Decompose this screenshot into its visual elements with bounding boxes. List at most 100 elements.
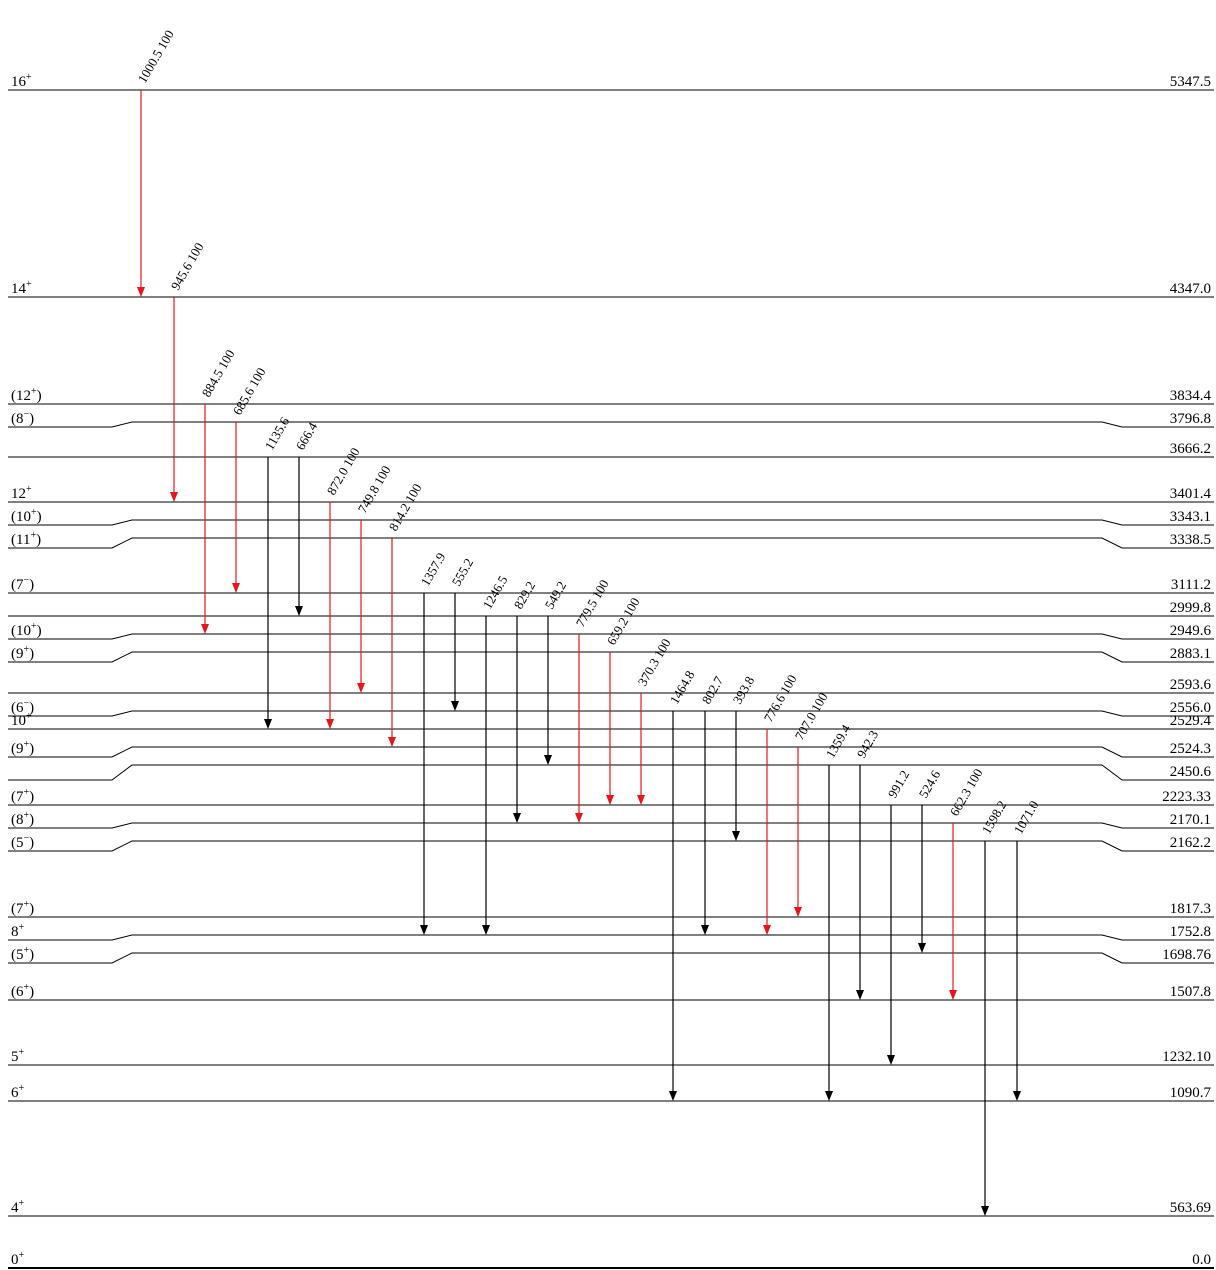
transition-685-6: 685.6 100 bbox=[230, 365, 269, 593]
transition-1135-6: 1135.6 bbox=[262, 414, 293, 729]
arrow-head bbox=[794, 907, 802, 917]
spin-parity-label: (10+) bbox=[11, 621, 42, 639]
arrow-head bbox=[232, 583, 240, 593]
energy-label: 2162.2 bbox=[1170, 835, 1211, 851]
gamma-energy-label: 776.6 100 bbox=[761, 672, 800, 725]
arrow-head bbox=[949, 990, 957, 1000]
energy-label: 2999.8 bbox=[1170, 600, 1211, 616]
energy-label: 3111.2 bbox=[1171, 577, 1211, 593]
spin-parity-label: 4+ bbox=[11, 1198, 25, 1216]
gamma-energy-label: 524.6 bbox=[916, 767, 944, 800]
arrow-head bbox=[606, 795, 614, 805]
spin-parity-label: (6+) bbox=[11, 982, 34, 1000]
level-3338-5: (11+) 3338.5 bbox=[8, 530, 1214, 549]
gamma-energy-label: 1071.0 bbox=[1011, 798, 1042, 836]
gamma-energy-label: 829.2 bbox=[511, 579, 539, 612]
level-3834-4: (12+) 3834.4 bbox=[8, 386, 1214, 405]
arrow-head bbox=[637, 795, 645, 805]
arrow-head bbox=[856, 990, 864, 1000]
transition-659-2: 659.2 100 bbox=[604, 595, 643, 805]
gamma-energy-label: 393.8 bbox=[730, 674, 758, 707]
gamma-energy-label: 1464.8 bbox=[667, 668, 698, 706]
transition-749-8: 749.8 100 bbox=[355, 463, 394, 693]
level-2883-1: (9+) 2883.1 bbox=[8, 644, 1214, 663]
gamma-energy-label: 685.6 100 bbox=[230, 365, 269, 418]
arrow-head bbox=[326, 719, 334, 729]
level-line bbox=[8, 934, 1214, 941]
spin-parity-label: (7+) bbox=[11, 899, 34, 917]
level-1698-76: (5+) 1698.76 bbox=[8, 945, 1214, 964]
energy-label: 1698.76 bbox=[1162, 947, 1211, 963]
gamma-energy-label: 1135.6 bbox=[262, 414, 293, 452]
level-2529-4: 10+ 2529.4 bbox=[8, 711, 1214, 730]
level-563-69: 4+ 563.69 bbox=[8, 1198, 1214, 1217]
energy-label: 3338.5 bbox=[1170, 532, 1211, 548]
gamma-energy-label: 802.7 bbox=[699, 673, 727, 706]
energy-label: 3834.4 bbox=[1170, 388, 1212, 404]
level-line bbox=[8, 421, 1214, 428]
spin-parity-label: (9+) bbox=[11, 739, 34, 757]
spin-parity-label: 16+ bbox=[11, 72, 32, 90]
spin-parity-label: (12+) bbox=[11, 386, 42, 404]
gamma-energy-label: 1357.9 bbox=[418, 550, 449, 588]
energy-label: 2529.4 bbox=[1170, 713, 1212, 729]
arrow-head bbox=[264, 719, 272, 729]
transition-393-8: 393.8 bbox=[730, 674, 758, 841]
spin-parity-label: 6+ bbox=[11, 1083, 25, 1101]
spin-parity-label: (8−) bbox=[11, 409, 34, 427]
level-2450-6: 2450.6 bbox=[8, 764, 1214, 781]
spin-parity-label: (11+) bbox=[11, 530, 41, 548]
spin-parity-label: 14+ bbox=[11, 279, 32, 297]
arrow-head bbox=[575, 813, 583, 823]
energy-levels: 16+ 5347.5 14+ 4347.0 (12+) 3834.4 (8−) 3796.8 3… bbox=[8, 72, 1214, 1269]
arrow-head bbox=[201, 624, 209, 634]
spin-parity-label: 5+ bbox=[11, 1047, 25, 1065]
energy-label: 3666.2 bbox=[1170, 441, 1211, 457]
energy-label: 2223.33 bbox=[1162, 789, 1211, 805]
level-3666-2: 3666.2 bbox=[8, 441, 1214, 458]
energy-label: 5347.5 bbox=[1170, 74, 1211, 90]
gamma-energy-label: 884.5 100 bbox=[199, 347, 238, 400]
energy-label: 4347.0 bbox=[1170, 281, 1211, 297]
transition-1359-4: 1359.4 bbox=[823, 722, 854, 1101]
arrow-head bbox=[701, 925, 709, 935]
arrow-head bbox=[295, 606, 303, 616]
gamma-energy-label: 945.6 100 bbox=[168, 240, 207, 293]
arrow-head bbox=[887, 1055, 895, 1065]
transition-945-6: 945.6 100 bbox=[168, 240, 207, 502]
level-line bbox=[8, 537, 1214, 549]
transition-872-0: 872.0 100 bbox=[324, 445, 363, 729]
spin-parity-label: (6−) bbox=[11, 698, 34, 716]
energy-label: 3796.8 bbox=[1170, 411, 1211, 427]
level-0-0: 0+ 0.0 bbox=[8, 1250, 1214, 1269]
transition-1246-5: 1246.5 bbox=[480, 573, 510, 935]
energy-label: 1232.10 bbox=[1162, 1049, 1211, 1065]
energy-label: 2450.6 bbox=[1170, 764, 1212, 780]
level-3796-8: (8−) 3796.8 bbox=[8, 409, 1214, 428]
transition-524-6: 524.6 bbox=[916, 767, 944, 953]
arrow-head bbox=[825, 1091, 833, 1101]
spin-parity-label: 10+ bbox=[11, 711, 32, 729]
gamma-energy-label: 814.2 100 bbox=[386, 481, 425, 534]
level-line bbox=[8, 710, 1214, 717]
level-line bbox=[8, 840, 1214, 852]
transition-1071-0: 1071.0 bbox=[1011, 798, 1042, 1101]
arrow-head bbox=[388, 737, 396, 747]
transition-1000-5: 1000.5 100 bbox=[135, 27, 177, 297]
level-line bbox=[8, 746, 1214, 758]
level-line bbox=[8, 633, 1214, 640]
energy-label: 1752.8 bbox=[1170, 924, 1211, 940]
energy-label: 563.69 bbox=[1170, 1200, 1211, 1216]
level-line bbox=[8, 764, 1214, 781]
energy-label: 2524.3 bbox=[1170, 741, 1211, 757]
level-5347-5: 16+ 5347.5 bbox=[8, 72, 1214, 91]
energy-label: 1507.8 bbox=[1170, 984, 1211, 1000]
arrow-head bbox=[482, 925, 490, 935]
level-line bbox=[8, 519, 1214, 526]
transition-802-7: 802.7 bbox=[699, 673, 727, 935]
transition-370-3: 370.3 100 bbox=[635, 636, 674, 805]
level-2162-2: (5−) 2162.2 bbox=[8, 833, 1214, 852]
spin-parity-label: (8+) bbox=[11, 810, 34, 828]
level-line bbox=[8, 952, 1214, 964]
level-2556-0: (6−) 2556.0 bbox=[8, 698, 1214, 717]
